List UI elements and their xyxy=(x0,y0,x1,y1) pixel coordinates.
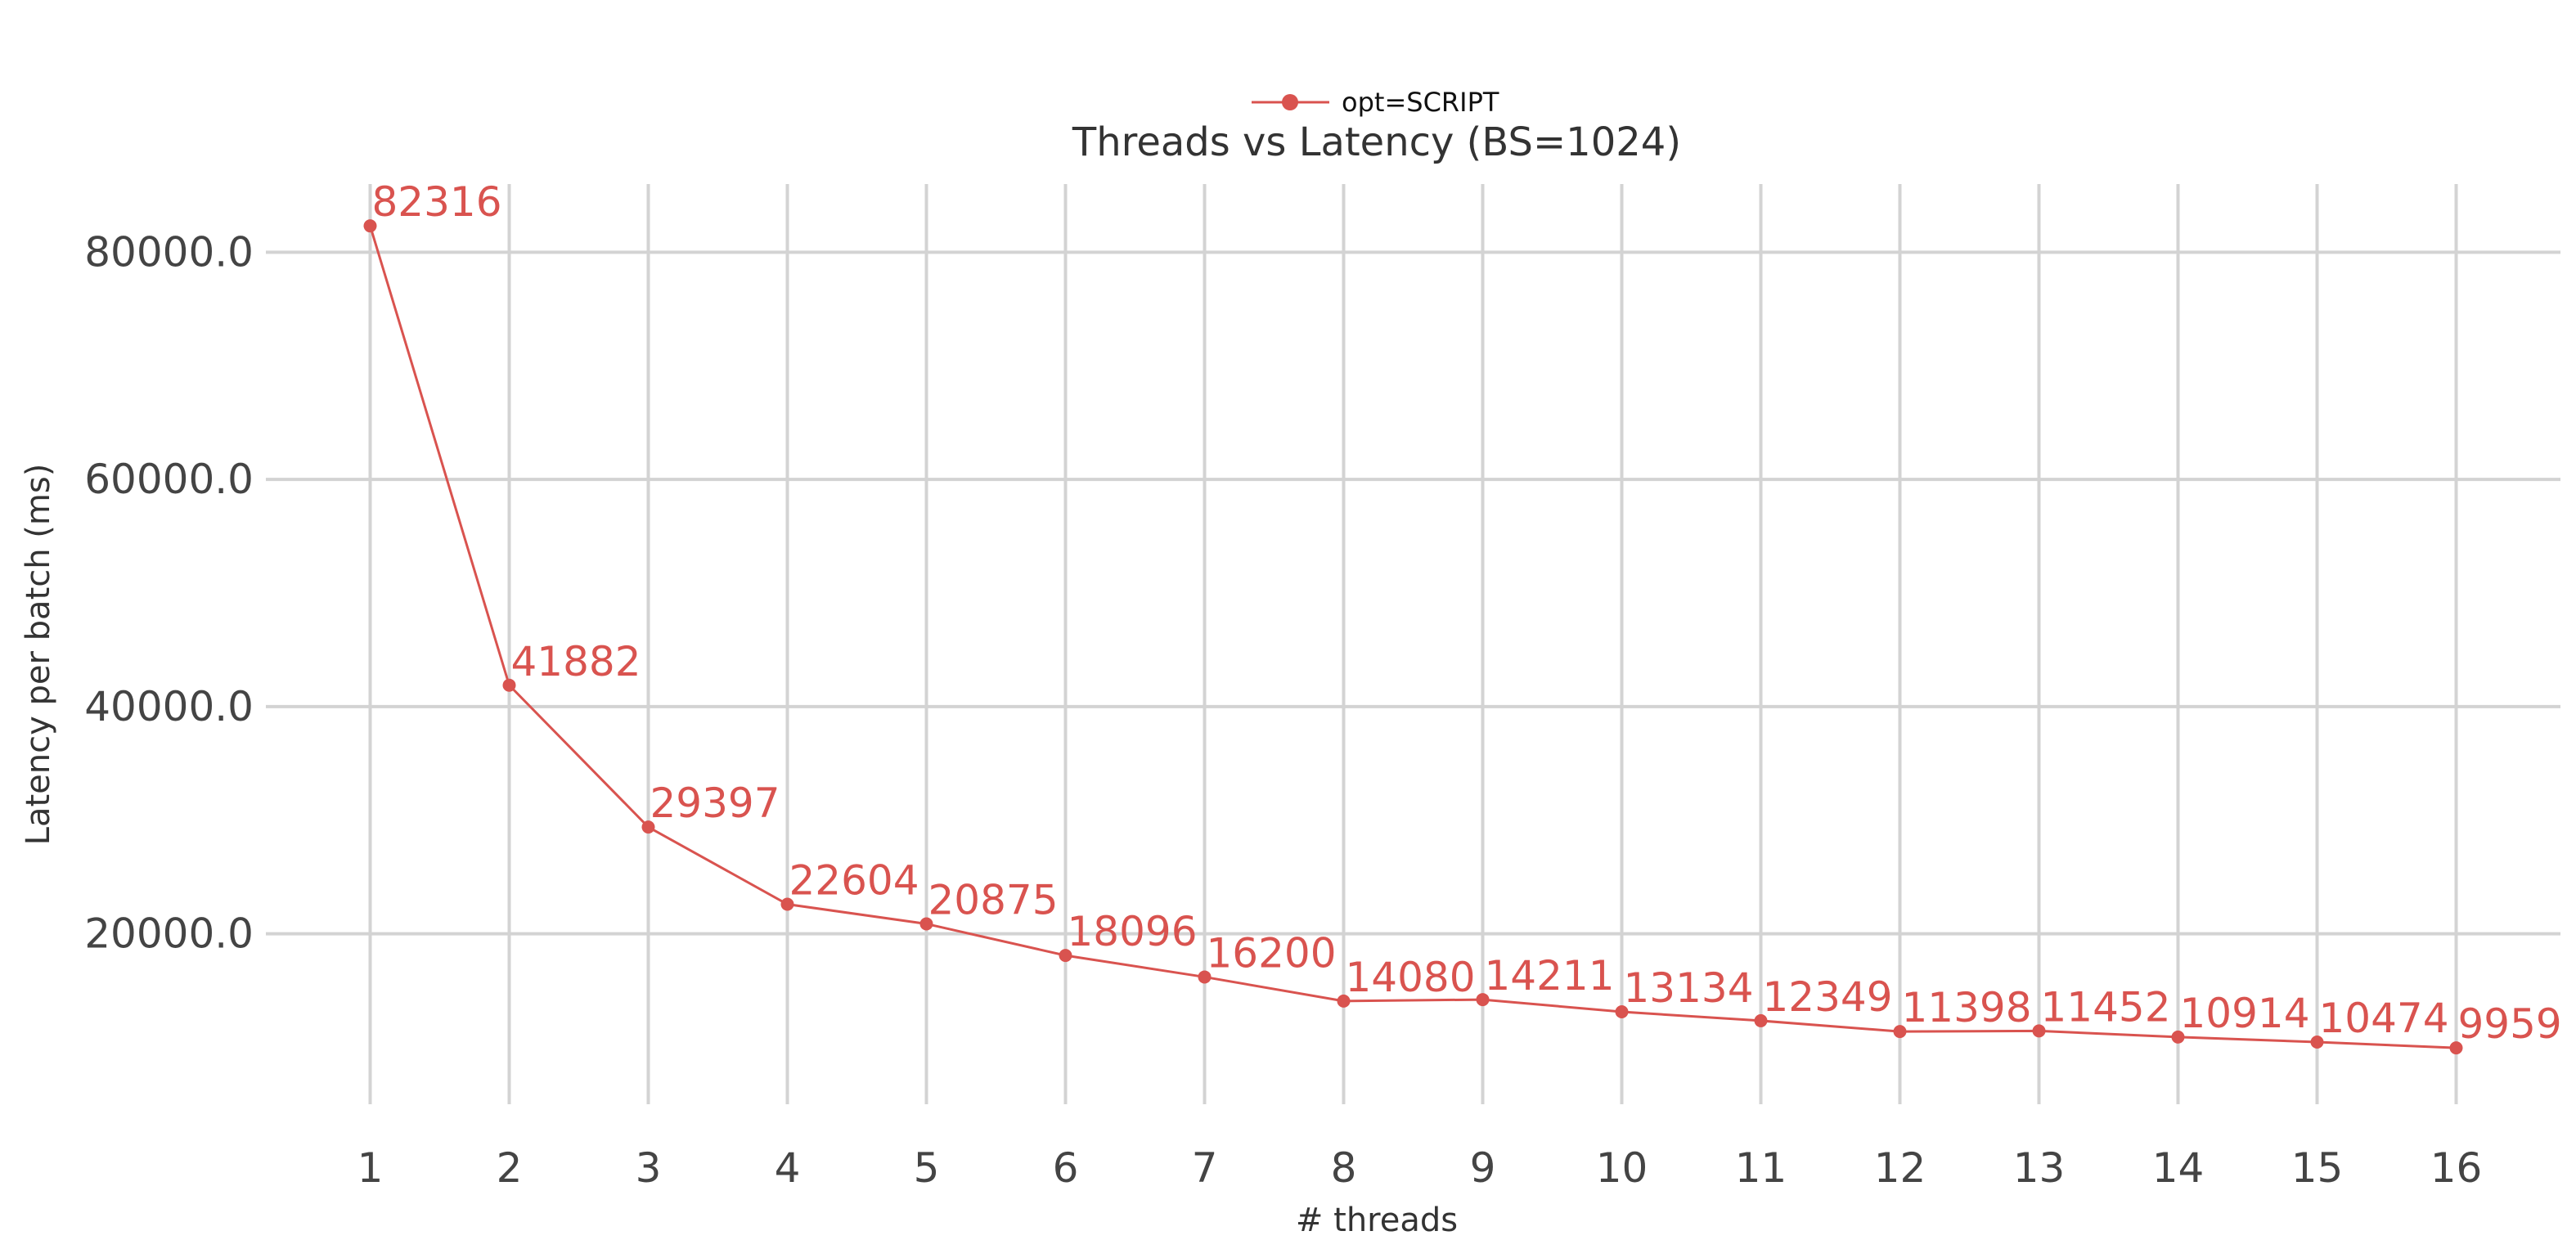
y-tick-label: 40000.0 xyxy=(84,683,254,730)
legend-label: opt=SCRIPT xyxy=(1342,87,1499,118)
data-label: 20875 xyxy=(928,877,1059,924)
data-label: 22604 xyxy=(789,857,919,905)
y-tick-labels: 20000.0 40000.0 60000.0 80000.0 xyxy=(84,228,254,957)
x-tick-label: 2 xyxy=(497,1144,523,1192)
x-tick-label: 8 xyxy=(1331,1144,1357,1192)
y-tick-label: 20000.0 xyxy=(84,910,254,958)
x-tick-label: 7 xyxy=(1192,1144,1218,1192)
chart-title: Threads vs Latency (BS=1024) xyxy=(1072,119,1681,165)
data-point xyxy=(363,219,377,233)
x-tick-label: 11 xyxy=(1735,1144,1787,1192)
x-tick-label: 5 xyxy=(914,1144,940,1192)
x-tick-label: 12 xyxy=(1874,1144,1926,1192)
y-tick-label: 80000.0 xyxy=(84,228,254,276)
data-point xyxy=(2032,1024,2046,1038)
legend: opt=SCRIPT xyxy=(1252,87,1499,118)
data-point xyxy=(641,820,655,834)
data-point xyxy=(780,897,794,911)
data-point xyxy=(919,917,933,931)
y-axis-label: Latency per batch (ms) xyxy=(20,464,57,846)
data-label: 29397 xyxy=(650,780,780,827)
x-tick-label: 16 xyxy=(2430,1144,2483,1192)
legend-marker xyxy=(1282,94,1298,110)
data-label: 18096 xyxy=(1068,908,1198,955)
series-markers xyxy=(363,219,2463,1055)
data-label: 10474 xyxy=(2319,995,2449,1042)
data-point xyxy=(2171,1030,2185,1044)
data-point xyxy=(2449,1041,2463,1055)
x-tick-label: 14 xyxy=(2152,1144,2205,1192)
data-label: 14211 xyxy=(1485,952,1615,1000)
data-point xyxy=(502,678,516,692)
data-point xyxy=(1893,1025,1907,1039)
x-axis-label: # threads xyxy=(1296,1202,1458,1239)
x-tick-label: 13 xyxy=(2013,1144,2066,1192)
data-point xyxy=(1198,970,1212,984)
series-line-opt-script xyxy=(369,225,2457,1049)
data-label: 82316 xyxy=(372,178,502,226)
x-tick-label: 6 xyxy=(1053,1144,1079,1192)
x-tick-labels: 1 2 3 4 5 6 7 8 9 10 11 12 13 14 15 16 xyxy=(357,1144,2483,1192)
data-point xyxy=(1476,993,1490,1007)
x-tick-label: 9 xyxy=(1470,1144,1496,1192)
data-point xyxy=(1615,1005,1629,1019)
x-tick-label: 3 xyxy=(636,1144,662,1192)
data-label: 41882 xyxy=(511,638,641,685)
data-point xyxy=(2310,1035,2324,1049)
y-tick-label: 60000.0 xyxy=(84,456,254,503)
data-label: 13134 xyxy=(1624,964,1754,1012)
data-label: 12349 xyxy=(1763,973,1893,1021)
grid xyxy=(266,184,2560,1104)
series-line xyxy=(369,225,2457,1049)
data-point xyxy=(1337,994,1351,1008)
x-tick-label: 15 xyxy=(2291,1144,2344,1192)
x-tick-label: 1 xyxy=(357,1144,384,1192)
data-label: 11452 xyxy=(2041,983,2171,1031)
data-label: 10914 xyxy=(2180,990,2310,1037)
data-label: 9959 xyxy=(2458,1000,2562,1048)
data-point xyxy=(1059,949,1072,963)
x-tick-label: 10 xyxy=(1596,1144,1648,1192)
data-point xyxy=(1754,1013,1768,1027)
data-label: 11398 xyxy=(1902,984,2032,1031)
data-label: 14080 xyxy=(1346,954,1476,1001)
x-tick-label: 4 xyxy=(775,1144,801,1192)
data-label: 16200 xyxy=(1207,929,1337,977)
